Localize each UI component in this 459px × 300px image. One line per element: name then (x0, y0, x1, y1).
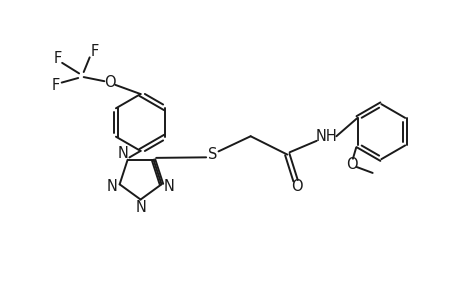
Text: O: O (104, 75, 115, 90)
Text: O: O (346, 157, 357, 172)
Text: N: N (118, 146, 128, 161)
Text: N: N (106, 179, 118, 194)
Text: S: S (207, 147, 217, 162)
Text: F: F (52, 78, 60, 93)
Text: F: F (53, 51, 62, 66)
Text: NH: NH (315, 129, 336, 144)
Text: N: N (163, 179, 174, 194)
Text: N: N (135, 200, 146, 215)
Text: O: O (290, 179, 302, 194)
Text: F: F (90, 44, 98, 59)
